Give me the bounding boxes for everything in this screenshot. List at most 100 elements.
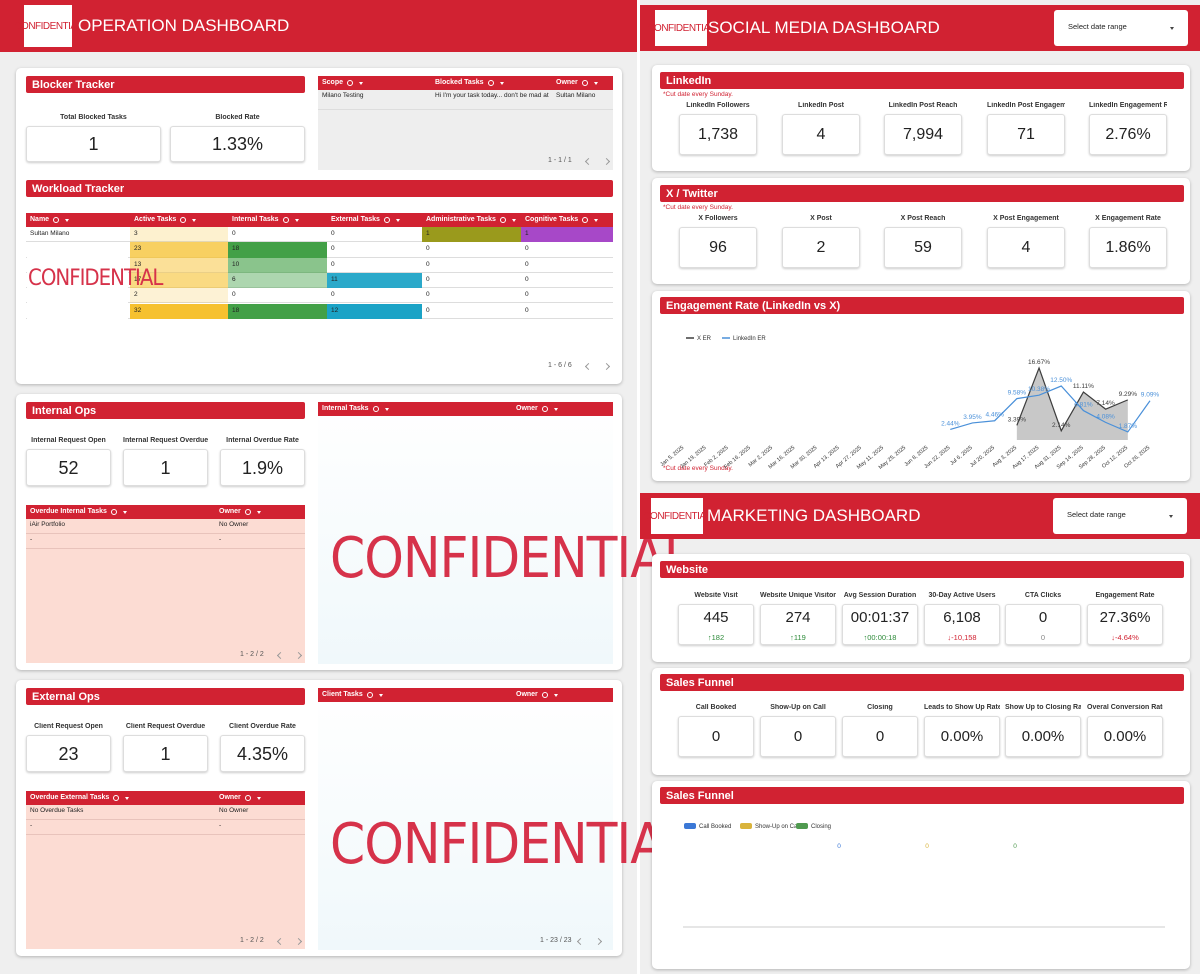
- help-icon: [373, 406, 379, 412]
- table-cell: 0: [232, 291, 236, 299]
- scorecard: 0: [760, 716, 836, 757]
- card-value: 4: [816, 125, 826, 143]
- table-row: [318, 90, 613, 110]
- column-header[interactable]: Internal Tasks: [232, 216, 279, 223]
- confidential-stamp: CONFIDENTIAL: [330, 526, 692, 591]
- card-label: Internal Request Overdue: [123, 437, 208, 444]
- column-header[interactable]: External Tasks: [331, 216, 380, 223]
- sort-icon[interactable]: [123, 511, 127, 514]
- date-range-select[interactable]: Select date range: [1054, 10, 1188, 46]
- card-label: Leads to Show Up Rate: [924, 704, 1000, 711]
- column-header[interactable]: Owner: [219, 508, 241, 515]
- help-icon: [245, 509, 251, 515]
- column-header[interactable]: Blocked Tasks: [435, 79, 484, 86]
- sort-icon[interactable]: [594, 82, 598, 85]
- card-value: 1: [160, 457, 171, 478]
- column-header[interactable]: Cognitive Tasks: [525, 216, 579, 223]
- section-header: LinkedIn: [660, 72, 1184, 89]
- logo: CONFIDENTIAL: [14, 5, 82, 47]
- card-delta: 119: [761, 633, 835, 642]
- table-cell: 3: [130, 227, 228, 243]
- section-header: Website: [660, 561, 1184, 578]
- scorecard: 6,108 -10,158: [924, 604, 1000, 645]
- dashboard-title: OPERATION DASHBOARD: [78, 16, 290, 35]
- card-delta: 182: [679, 633, 753, 642]
- card-label: Engagement Rate: [1095, 592, 1155, 599]
- card-value: 23: [58, 743, 79, 764]
- card-label: Client Request Open: [34, 723, 103, 730]
- logo: CONFIDENTIAL: [647, 10, 715, 46]
- sort-icon[interactable]: [125, 797, 129, 800]
- confidential-stamp: CONFIDENTIAL: [330, 812, 692, 877]
- scorecard: 52: [26, 449, 111, 486]
- help-icon: [500, 217, 506, 223]
- card-label: X Followers: [698, 215, 738, 222]
- card-delta: -10,158: [925, 633, 999, 642]
- table-cell: No Owner: [219, 521, 249, 528]
- help-icon: [367, 692, 373, 698]
- card-value: 0: [875, 728, 885, 745]
- column-header[interactable]: Overdue Internal Tasks: [30, 508, 107, 515]
- sort-icon[interactable]: [512, 219, 516, 222]
- column-header[interactable]: Client Tasks: [322, 691, 363, 698]
- column-header[interactable]: Active Tasks: [134, 216, 177, 223]
- table-cell: 0: [426, 245, 430, 253]
- column-header[interactable]: Owner: [219, 794, 241, 801]
- sort-icon[interactable]: [396, 219, 400, 222]
- sort-icon[interactable]: [554, 694, 558, 697]
- card-label: Internal Overdue Rate: [226, 437, 299, 444]
- table-cell: 0: [525, 275, 529, 283]
- sort-icon[interactable]: [192, 219, 196, 222]
- sort-icon[interactable]: [554, 408, 558, 411]
- table-cell: 11: [327, 272, 422, 289]
- table-cell: 2: [130, 288, 228, 304]
- card-label: Avg Session Duration: [843, 592, 917, 599]
- help-icon: [111, 509, 117, 515]
- card-label: Total Blocked Tasks: [60, 114, 127, 121]
- sort-icon[interactable]: [295, 219, 299, 222]
- scorecard: 71: [987, 114, 1065, 155]
- scorecard: 0.00%: [1087, 716, 1163, 757]
- sort-icon[interactable]: [379, 694, 383, 697]
- column-header[interactable]: Name: [30, 216, 50, 223]
- table-cell: 0: [525, 291, 529, 299]
- card-label: X Post: [810, 215, 832, 222]
- column-header[interactable]: Overdue External Tasks: [30, 794, 110, 801]
- pager-text: 1 - 2 / 2: [240, 651, 264, 658]
- column-header[interactable]: Owner: [516, 405, 538, 412]
- card-label: X Post Reach: [900, 215, 946, 222]
- scorecard: 1,738: [679, 114, 757, 155]
- column-header[interactable]: Internal Tasks: [322, 405, 369, 412]
- help-icon: [347, 80, 353, 86]
- section-header: Sales Funnel: [660, 787, 1184, 804]
- column-header[interactable]: Scope: [322, 79, 344, 86]
- card-value: 7,994: [902, 125, 944, 143]
- sort-icon[interactable]: [594, 219, 598, 222]
- section-header: External Ops: [26, 688, 305, 705]
- sort-icon[interactable]: [65, 219, 69, 222]
- table-row: [26, 273, 613, 289]
- column-header[interactable]: Owner: [516, 691, 538, 698]
- table-row: [26, 227, 613, 243]
- table-header-row: [26, 791, 305, 805]
- section-header: Sales Funnel: [660, 674, 1184, 691]
- sort-icon[interactable]: [257, 797, 261, 800]
- card-value: 1.33%: [211, 134, 264, 154]
- redaction: [27, 244, 128, 320]
- sort-icon[interactable]: [385, 408, 389, 411]
- table-cell: 0: [426, 291, 430, 299]
- help-icon: [582, 80, 588, 86]
- column-header[interactable]: Administrative Tasks: [426, 216, 496, 223]
- sort-icon[interactable]: [500, 82, 504, 85]
- note: *Cut date every Sunday.: [663, 204, 733, 211]
- help-icon: [180, 217, 186, 223]
- dashboard-title: SOCIAL MEDIA DASHBOARD: [708, 18, 940, 37]
- help-icon: [488, 80, 494, 86]
- table-row: [26, 805, 305, 820]
- date-range-select[interactable]: Select date range: [1053, 498, 1187, 534]
- table-cell: 10: [228, 257, 327, 273]
- card-value: 2: [816, 238, 826, 256]
- sort-icon[interactable]: [359, 82, 363, 85]
- sort-icon[interactable]: [257, 511, 261, 514]
- column-header[interactable]: Owner: [556, 79, 578, 86]
